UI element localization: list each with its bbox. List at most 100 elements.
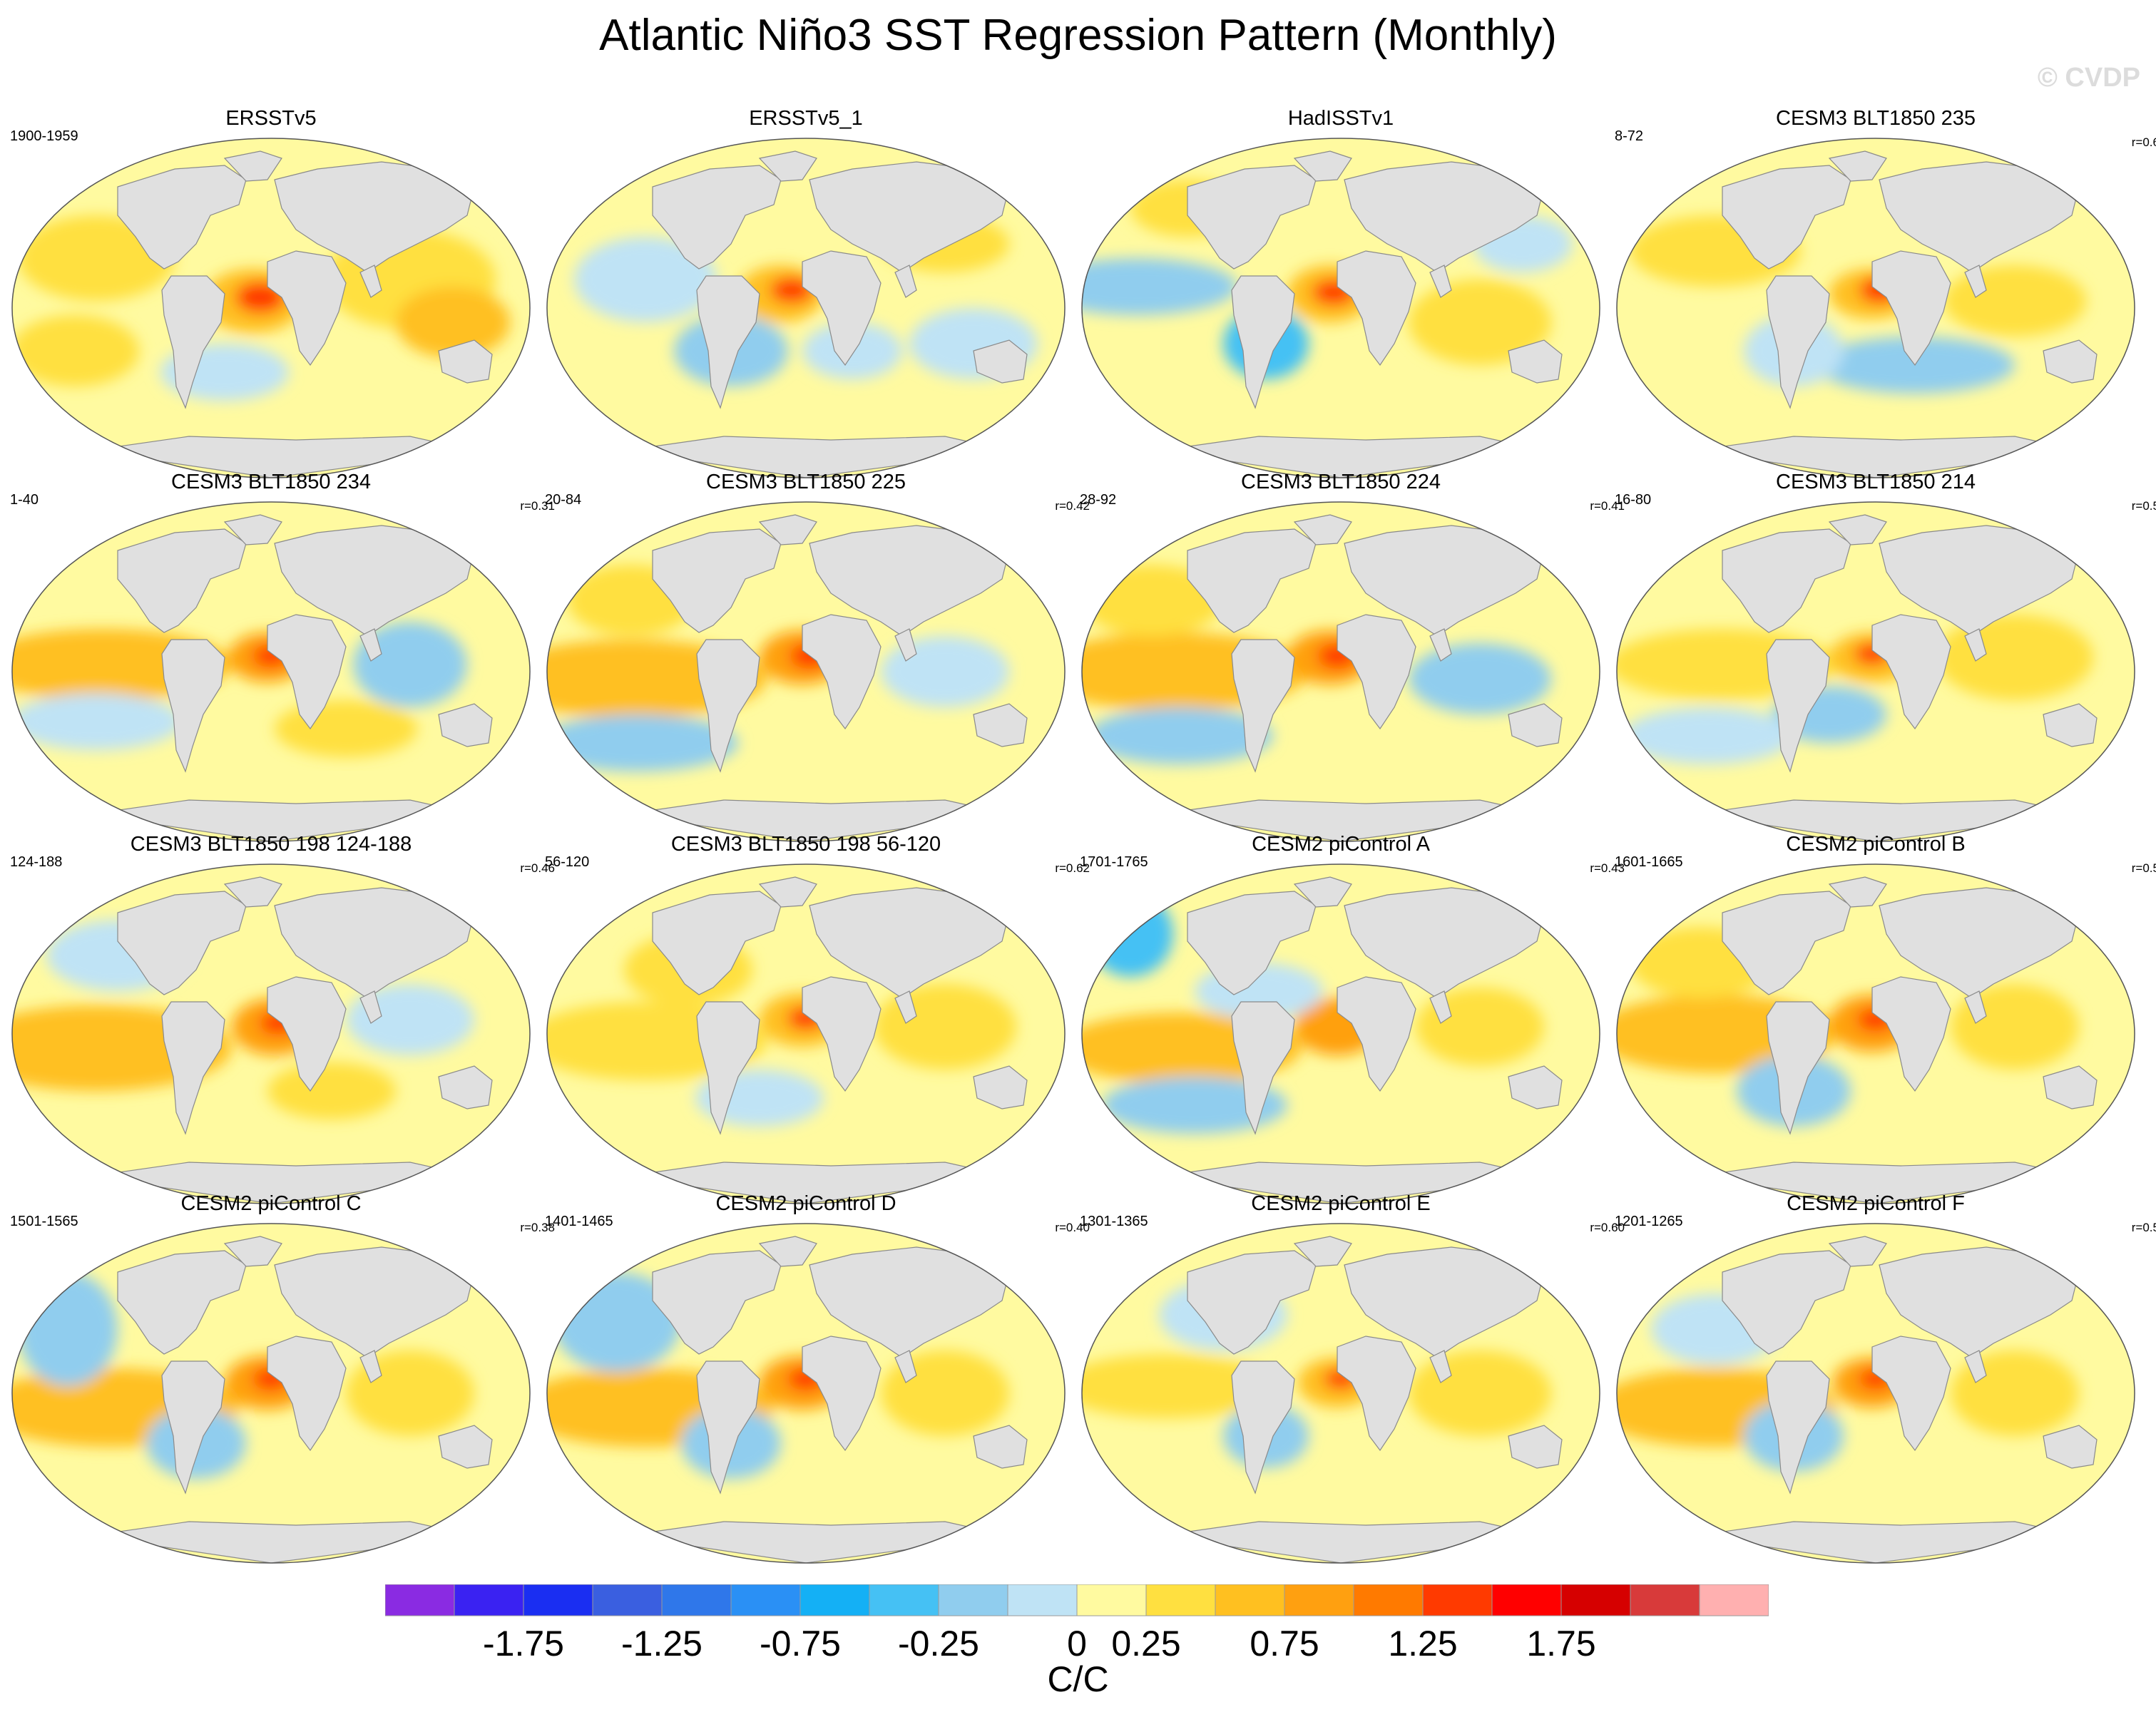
panel-correlation-label: r=0.5 (2131, 861, 2156, 875)
land-mass (758, 514, 817, 545)
land-mass (652, 528, 782, 633)
land-mass (1429, 628, 1452, 662)
land-mass (1187, 528, 1317, 633)
land-mass (267, 614, 347, 730)
colorbar-segment (1145, 1584, 1216, 1616)
land-mass (1231, 275, 1295, 409)
colorbar-segment (523, 1584, 593, 1616)
sst-anomaly-contour (346, 984, 474, 1055)
land-mass (1828, 1236, 1887, 1267)
panel-title: CESM3 BLT1850 234 (171, 471, 371, 493)
land-mass (117, 1250, 247, 1355)
sst-regression-map (11, 138, 531, 478)
panel-title: CESM3 BLT1850 224 (1241, 471, 1441, 493)
land-mass (1722, 1250, 1851, 1355)
colorbar-segment (1353, 1584, 1424, 1616)
panel-correlation-label: r=0.41 (1590, 499, 1625, 513)
panel-period-label: 1900-1959 (10, 128, 78, 144)
sst-regression-map (1616, 1223, 2135, 1564)
land-mass (88, 1162, 475, 1204)
sst-regression-map (546, 501, 1066, 842)
land-mass (1766, 639, 1830, 773)
panel-title: CESM2 piControl E (1251, 1192, 1431, 1215)
panel-period-label: 1401-1465 (545, 1214, 613, 1229)
land-mass (973, 339, 1028, 384)
land-mass (894, 1350, 917, 1383)
panel-period-label: 124-188 (10, 854, 63, 870)
land-mass (696, 1360, 760, 1495)
land-mass (223, 514, 282, 545)
map-border (1081, 501, 1600, 842)
sst-anomaly-contour (547, 714, 738, 772)
land-mass (623, 1162, 1010, 1204)
land-mass (161, 639, 225, 773)
land-mass (1187, 1250, 1317, 1355)
land-mass (1293, 514, 1352, 545)
land-mass (1429, 1350, 1452, 1383)
colorbar-segment (938, 1584, 1008, 1616)
map-panel: CESM3 BLT1850 224 28-92 r=0.41 (1077, 471, 1625, 842)
land-mass (117, 165, 247, 270)
land-mass (1722, 528, 1851, 633)
land-mass (809, 1246, 1010, 1358)
panel-title: CESM3 BLT1850 198 56-120 (670, 833, 941, 856)
land-mass (359, 628, 382, 662)
colorbar-segment (1076, 1584, 1147, 1616)
sst-regression-map (1081, 1223, 1600, 1564)
map-border (1616, 1223, 2135, 1564)
land-mass (1722, 891, 1851, 995)
map-border (11, 1223, 531, 1564)
land-mass (267, 976, 347, 1092)
sst-anomaly-contour (874, 984, 1016, 1070)
land-mass (802, 614, 882, 730)
map-border (1081, 863, 1600, 1204)
colorbar-tick-label: 0 (1067, 1624, 1087, 1663)
land-mass (1429, 990, 1452, 1024)
land-mass (1508, 1425, 1563, 1469)
colorbar-segment (1699, 1584, 1769, 1616)
land-mass (1766, 1360, 1830, 1495)
land-mass (758, 876, 817, 908)
land-mass (161, 275, 225, 409)
panel-period-label: 20-84 (545, 492, 582, 508)
map-border (11, 138, 531, 478)
land-mass (1722, 165, 1851, 270)
colorbar-units-label: C/C (1047, 1659, 1109, 1699)
watermark-label: © CVDP (2037, 63, 2140, 93)
map-panel: CESM3 BLT1850 198 124-188 124-188 r=0.46 (7, 833, 555, 1204)
colorbar-tick-label: -0.75 (760, 1624, 841, 1663)
land-mass (1344, 525, 1545, 637)
colorbar-tick-label: -0.25 (898, 1624, 979, 1663)
colorbar-tick-label: 1.25 (1388, 1624, 1457, 1663)
sst-anomaly-contour (574, 237, 717, 322)
map-border (1616, 138, 2135, 478)
land-mass (438, 703, 493, 747)
land-mass (1766, 1001, 1830, 1135)
land-mass (1964, 265, 1987, 298)
map-panel: CESM3 BLT1850 214 16-80 r=0.5 (1612, 471, 2156, 842)
colorbar-tick-label: 0.25 (1111, 1624, 1180, 1663)
land-mass (1964, 1350, 1987, 1383)
land-mass (973, 703, 1028, 747)
colorbar-segment (661, 1584, 732, 1616)
land-mass (1158, 799, 1545, 841)
land-mass (438, 1065, 493, 1109)
land-mass (1871, 250, 1951, 367)
land-mass (359, 265, 382, 298)
land-mass (1879, 1246, 2080, 1358)
sst-anomaly-contour (275, 700, 417, 757)
map-border (546, 863, 1066, 1204)
map-border (1616, 501, 2135, 842)
land-mass (758, 1236, 817, 1267)
panel-correlation-label: r=0.42 (1055, 499, 1090, 513)
map-border (11, 863, 531, 1204)
land-mass (1508, 1065, 1563, 1109)
colorbar-tick-label: -1.25 (621, 1624, 703, 1663)
land-mass (1187, 165, 1317, 270)
land-mass (274, 1246, 475, 1358)
panel-title: CESM2 piControl D (715, 1192, 896, 1215)
panel-period-label: 1601-1665 (1615, 854, 1683, 870)
land-mass (652, 891, 782, 995)
map-panel: CESM2 piControl E 1301-1365 r=0.60 (1077, 1192, 1625, 1564)
land-mass (1879, 525, 2080, 637)
